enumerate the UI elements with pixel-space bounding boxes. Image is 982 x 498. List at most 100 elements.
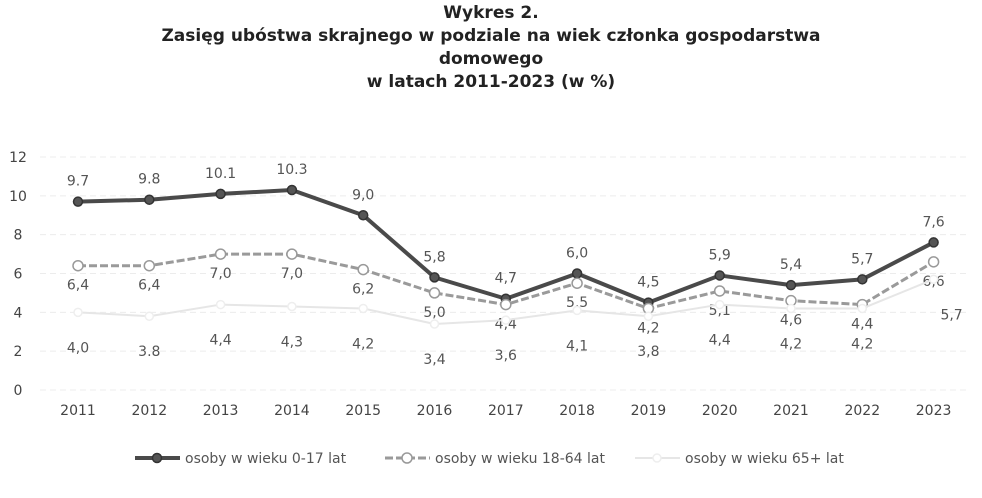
chart-title: Wykres 2. Zasięg ubóstwa skrajnego w pod… xyxy=(0,2,982,94)
y-tick-label: 2 xyxy=(14,344,23,360)
data-label: 9.8 xyxy=(138,172,160,188)
data-label: 9,0 xyxy=(352,187,374,203)
y-tick-label: 8 xyxy=(14,228,23,244)
x-tick-label: 2018 xyxy=(559,403,595,419)
data-point xyxy=(214,248,227,260)
data-label: 3,4 xyxy=(423,352,445,368)
data-label: 4,0 xyxy=(67,340,89,356)
x-tick-label: 2014 xyxy=(274,403,310,419)
y-tick-label: 12 xyxy=(9,150,27,166)
x-tick-label: 2015 xyxy=(345,403,381,419)
legend-marker xyxy=(151,452,163,464)
y-tick-label: 6 xyxy=(14,267,23,283)
data-label: 4,2 xyxy=(637,320,659,336)
data-point xyxy=(713,285,726,297)
data-label: 4,3 xyxy=(281,335,303,351)
title-line: domowego xyxy=(438,49,544,69)
data-point xyxy=(571,268,583,279)
data-point xyxy=(928,237,939,248)
data-label: 10.3 xyxy=(276,162,307,178)
title-line: w latach 2011-2023 (w %) xyxy=(366,72,616,92)
data-label: 7,0 xyxy=(209,266,231,282)
data-point xyxy=(215,188,226,200)
data-label: 6,0 xyxy=(566,246,588,262)
data-label: 4,7 xyxy=(495,271,517,287)
data-point xyxy=(429,272,440,283)
data-point xyxy=(857,274,868,285)
x-tick-label: 2011 xyxy=(60,403,96,419)
data-label: 6,4 xyxy=(67,278,89,294)
x-tick-label: 2023 xyxy=(916,403,952,419)
data-label: 5,8 xyxy=(423,249,445,265)
data-point xyxy=(501,315,511,325)
x-tick-label: 2021 xyxy=(773,403,809,419)
legend-marker xyxy=(401,452,413,464)
data-point xyxy=(215,299,226,310)
data-label: 4,4 xyxy=(209,333,231,349)
legend-label: osoby w wieku 65+ lat xyxy=(685,451,844,467)
data-label: 3.8 xyxy=(138,344,160,360)
data-point xyxy=(286,248,298,260)
x-tick-label: 2017 xyxy=(488,403,524,419)
y-tick-label: 4 xyxy=(14,305,23,321)
data-label: 5,9 xyxy=(709,247,731,263)
data-label: 3,8 xyxy=(637,344,659,360)
data-point xyxy=(857,303,868,314)
data-label: 6,4 xyxy=(138,278,160,294)
x-tick-label: 2020 xyxy=(702,403,738,419)
data-label: 5,0 xyxy=(423,305,445,321)
data-label: 5,4 xyxy=(780,257,802,273)
data-point xyxy=(714,299,725,310)
data-label: 3,6 xyxy=(495,348,517,364)
legend-label: osoby w wieku 18-64 lat xyxy=(435,451,606,467)
data-label: 5,5 xyxy=(566,295,588,311)
data-point xyxy=(286,184,298,196)
data-label: 9.7 xyxy=(67,174,89,190)
x-tick-label: 2022 xyxy=(844,403,880,419)
data-point xyxy=(143,259,156,272)
data-point xyxy=(785,279,797,291)
data-point xyxy=(500,298,512,311)
data-label: 10.1 xyxy=(205,166,236,182)
data-label: 4,1 xyxy=(566,338,588,354)
data-point xyxy=(928,274,939,285)
data-point xyxy=(714,270,725,281)
y-tick-label: 0 xyxy=(14,383,23,399)
data-point xyxy=(358,303,368,314)
legend-label: osoby w wieku 0-17 lat xyxy=(185,451,347,467)
data-point xyxy=(643,311,654,321)
data-point xyxy=(73,307,83,318)
data-point xyxy=(927,256,940,268)
data-label: 4,4 xyxy=(851,317,873,333)
data-point xyxy=(144,194,155,205)
data-label: 5,7 xyxy=(851,251,873,267)
data-point xyxy=(571,277,583,289)
data-label: 4,6 xyxy=(780,313,802,329)
data-point xyxy=(72,196,84,207)
x-tick-label: 2016 xyxy=(417,403,453,419)
data-label: 4,5 xyxy=(637,275,659,291)
data-point xyxy=(357,263,369,276)
data-label: 4,4 xyxy=(709,333,731,349)
data-point xyxy=(287,301,297,312)
data-label: 7,0 xyxy=(281,266,303,282)
data-point xyxy=(429,319,440,329)
x-tick-label: 2019 xyxy=(631,403,667,419)
data-point xyxy=(72,259,84,272)
title-line: Zasięg ubóstwa skrajnego w podziale na w… xyxy=(161,26,821,46)
legend-marker xyxy=(652,453,662,463)
data-label: 4,2 xyxy=(352,336,374,352)
x-tick-label: 2012 xyxy=(131,403,167,419)
data-point xyxy=(572,305,582,316)
x-tick-label: 2013 xyxy=(203,403,239,419)
data-point xyxy=(428,287,441,299)
data-label: 5,1 xyxy=(709,303,731,319)
title-line: Wykres 2. xyxy=(443,3,539,23)
data-label: 4,2 xyxy=(780,336,802,352)
y-tick-label: 10 xyxy=(9,189,27,205)
data-point xyxy=(144,311,155,321)
data-label: 4,2 xyxy=(851,336,873,352)
data-label: 7,6 xyxy=(922,214,944,230)
data-label: 5,7 xyxy=(940,307,962,323)
